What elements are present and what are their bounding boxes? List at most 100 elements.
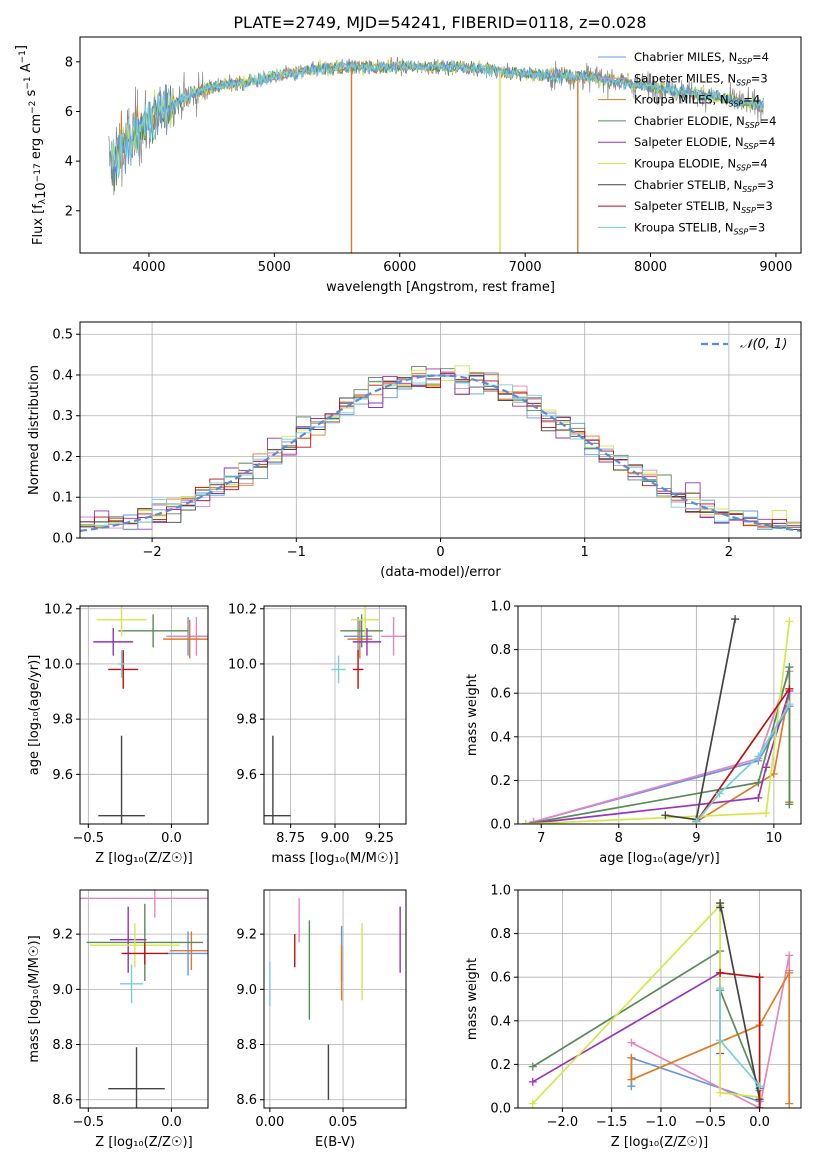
weight-marker [785,684,794,693]
x-tick-label: 9.25 [365,831,394,846]
legend-text: Salpeter ELODIE, N [634,135,744,149]
x-axis-label: wavelength [Angstrom, rest frame] [326,280,555,295]
y-axis-label: mass [log₁₀(M/M☉)] [27,935,42,1062]
weight-marker [762,763,771,772]
histogram-step [80,373,801,530]
age-vs-metallicity-panel: −0.5 0.0 9.6 9.8 10.0 10.2 Z [log₁₀(Z/Z☉)] age … [27,602,209,866]
residual-histogram-panel: −2 −1 0 1 2 0.0 0.1 0.2 0.3 0.4 0.5 (data-model)/er… [27,321,802,580]
y-tick-label: 0.2 [52,450,73,465]
y-tick-label: 0.5 [52,328,73,343]
x-tick-label: 1 [581,545,589,560]
y-tick-label: 9.0 [236,983,257,998]
weight-marker [692,817,701,824]
legend-entry: Kroupa STELIB, NSSP=3 [634,220,765,236]
y-tick-label: 1.0 [490,884,511,899]
y-axis-label-part: −17 [33,163,43,182]
weight-marker [661,811,670,820]
x-tick-label: −1.5 [596,1115,628,1130]
legend-tail: =4 [758,135,775,149]
x-axis-label: Z [log₁₀(Z/Z☉)] [95,851,192,866]
y-tick-label: 2 [65,204,73,219]
axes-frame [517,605,802,825]
y-tick-label: 0.8 [490,643,511,658]
y-tick-label: 10.0 [44,657,73,672]
x-tick-label: 10 [766,831,783,846]
x-tick-label: 0.00 [255,1115,284,1130]
y-tick-label: 8.8 [236,1038,257,1053]
x-tick-label: 7000 [509,260,542,275]
y-tick-label: 9.0 [52,983,73,998]
axes-frame [79,889,209,1109]
y-axis-label: Flux [fλ10−17 erg cm−2 s−1 A−1] [14,45,49,245]
legend-tail: =4 [751,157,768,171]
y-axis-label-part: Flux [f [31,204,46,245]
axes-frame [79,605,209,825]
y-tick-label: 0.6 [490,687,511,702]
y-tick-label: 4 [65,155,73,170]
x-tick-label: 7 [537,831,545,846]
mass-vs-ebv-panel: 0.00 0.05 8.6 8.8 9.0 9.2 E(B-V) [236,889,407,1150]
weight-marker [785,1099,794,1108]
y-tick-label: 9.8 [236,713,257,728]
x-tick-label: −2.0 [547,1115,579,1130]
weight-marker [754,793,763,802]
x-axis-label: E(B-V) [315,1135,355,1150]
legend-text: Kroupa MILES, N [634,93,729,107]
weight-line [532,971,721,1083]
age-vs-mass-panel: 8.75 9.00 9.25 9.6 9.8 10.0 10.2 mass [log₁₀(M/… [228,602,407,866]
y-axis-label-part: s [24,89,39,100]
x-tick-label: 9.00 [321,831,350,846]
legend-entry: Salpeter ELODIE, NSSP=4 [634,135,775,151]
legend-sub: SSP [745,121,760,130]
x-tick-label: −0.5 [73,831,105,846]
y-axis-label-part: −1 [23,76,33,89]
legend-sub: SSP [742,185,757,194]
y-tick-label: 1.0 [490,600,511,615]
weight-marker [715,789,724,798]
weight-vs-age-panel: 7 8 9 10 0.0 0.2 0.4 0.6 0.8 1.0 age [log₁₀(age/yr… [465,600,802,866]
legend-entry: Salpeter MILES, NSSP=3 [634,71,768,87]
x-tick-label: 8.75 [276,831,305,846]
weight-marker [785,951,794,960]
legend-entry: 𝒩(0, 1) [740,337,787,352]
legend-tail: =4 [743,93,760,107]
y-tick-label: 8.6 [236,1093,257,1108]
legend-sub: SSP [736,164,751,173]
legend-entry: Salpeter STELIB, NSSP=3 [634,199,773,215]
legend-entry: Kroupa ELODIE, NSSP=4 [634,157,768,173]
x-tick-label: 0.05 [329,1115,358,1130]
weight-marker [521,820,530,824]
y-axis-label: mass weight [465,958,480,1040]
legend-sub: SSP [736,78,751,87]
weight-line [525,621,791,824]
y-tick-label: 10.2 [44,602,73,617]
y-tick-label: 9.2 [52,928,73,943]
weight-line [525,666,791,824]
y-tick-label: 0.4 [490,730,511,745]
weight-marker [716,1088,725,1097]
y-tick-label: 8.8 [52,1038,73,1053]
x-tick-label: −1 [287,545,306,560]
x-axis-label: (data-model)/error [380,565,501,580]
y-axis-label: mass weight [465,674,480,756]
weight-marker [716,899,725,908]
x-tick-label: 8000 [634,260,667,275]
legend-sub: SSP [737,57,752,66]
weight-vs-metallicity-panel: −2.0 −1.5 −1.0 −0.5 0.0 0.0 0.2 0.4 0.6 0.8 1.0 Z [… [465,884,802,1150]
axes-frame [79,36,802,254]
y-tick-label: 9.6 [236,768,257,783]
mass-vs-metallicity-panel: −0.5 0.0 8.6 8.8 9.0 9.2 Z [log₁₀(Z/Z☉)] mass [… [27,889,209,1150]
weight-marker [731,615,740,624]
y-tick-label: 9.2 [236,928,257,943]
weight-marker [785,663,794,672]
y-tick-label: 10.0 [228,657,257,672]
weight-marker [754,752,763,761]
weight-marker [528,1099,537,1108]
weight-marker [528,1077,537,1086]
weight-marker [755,1082,764,1091]
legend-tail: =4 [760,114,777,128]
weight-marker [785,968,794,977]
weight-marker [627,1038,636,1047]
x-tick-label: 0 [436,545,444,560]
